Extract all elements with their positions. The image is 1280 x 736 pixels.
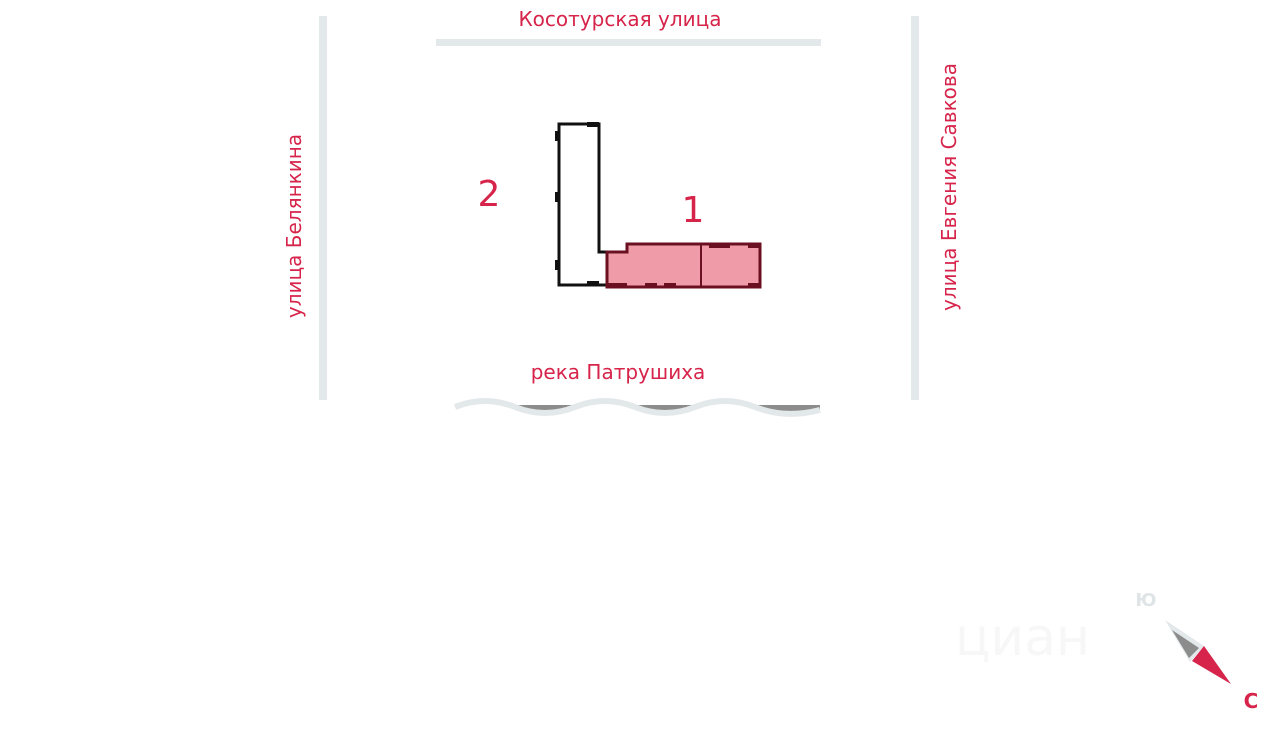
street-label-top: Косотурская улица	[518, 7, 721, 31]
road-right	[911, 16, 919, 400]
building-2[interactable]	[555, 122, 609, 287]
river	[453, 398, 821, 420]
compass-north-label: С	[1244, 689, 1259, 713]
building-1[interactable]	[605, 242, 762, 289]
building-2-number: 2	[478, 174, 501, 215]
watermark-logo: циан	[955, 608, 1090, 668]
street-label-left: улица Белянкина	[282, 134, 306, 318]
river-label: река Патрушиха	[531, 360, 706, 384]
street-label-right: улица Евгения Савкова	[937, 63, 961, 311]
compass-south-label: Ю	[1135, 590, 1156, 611]
road-left	[319, 16, 327, 400]
compass-icon	[1165, 620, 1231, 684]
road-top	[436, 39, 821, 46]
building-1-number: 1	[682, 190, 705, 231]
